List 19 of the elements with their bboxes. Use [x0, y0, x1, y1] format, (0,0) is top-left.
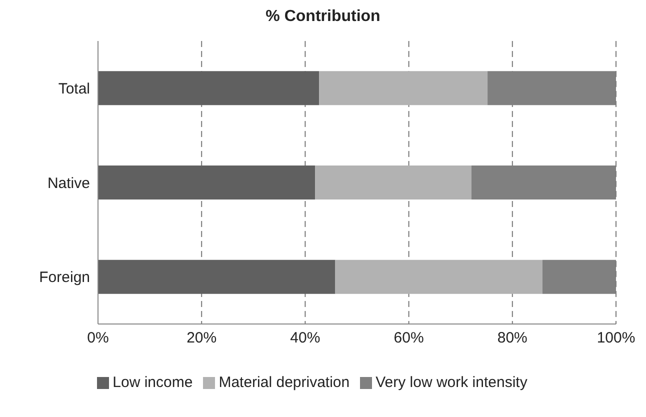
x-tick-label: 80%: [497, 330, 528, 347]
legend-label: Material deprivation: [218, 374, 350, 391]
x-tick-label: 60%: [394, 330, 424, 347]
chart-title: % Contribution: [264, 8, 382, 26]
x-tick-label: 40%: [290, 330, 320, 347]
x-tick-label: 100%: [596, 330, 636, 347]
y-tick-label: Native: [47, 174, 90, 192]
bar: [315, 166, 472, 200]
bar: [98, 166, 316, 200]
bar: [335, 260, 542, 294]
legend-label: Low income: [112, 374, 193, 391]
y-tick-label: Foreign: [39, 269, 90, 286]
x-tick-label: 20%: [186, 330, 217, 347]
bar: [98, 71, 320, 106]
legend-label: Very low work intensity: [376, 374, 528, 391]
bar: [319, 71, 488, 106]
x-tick-label: 0%: [87, 330, 109, 347]
bar: [98, 260, 336, 294]
y-tick-label: Total: [58, 80, 90, 98]
